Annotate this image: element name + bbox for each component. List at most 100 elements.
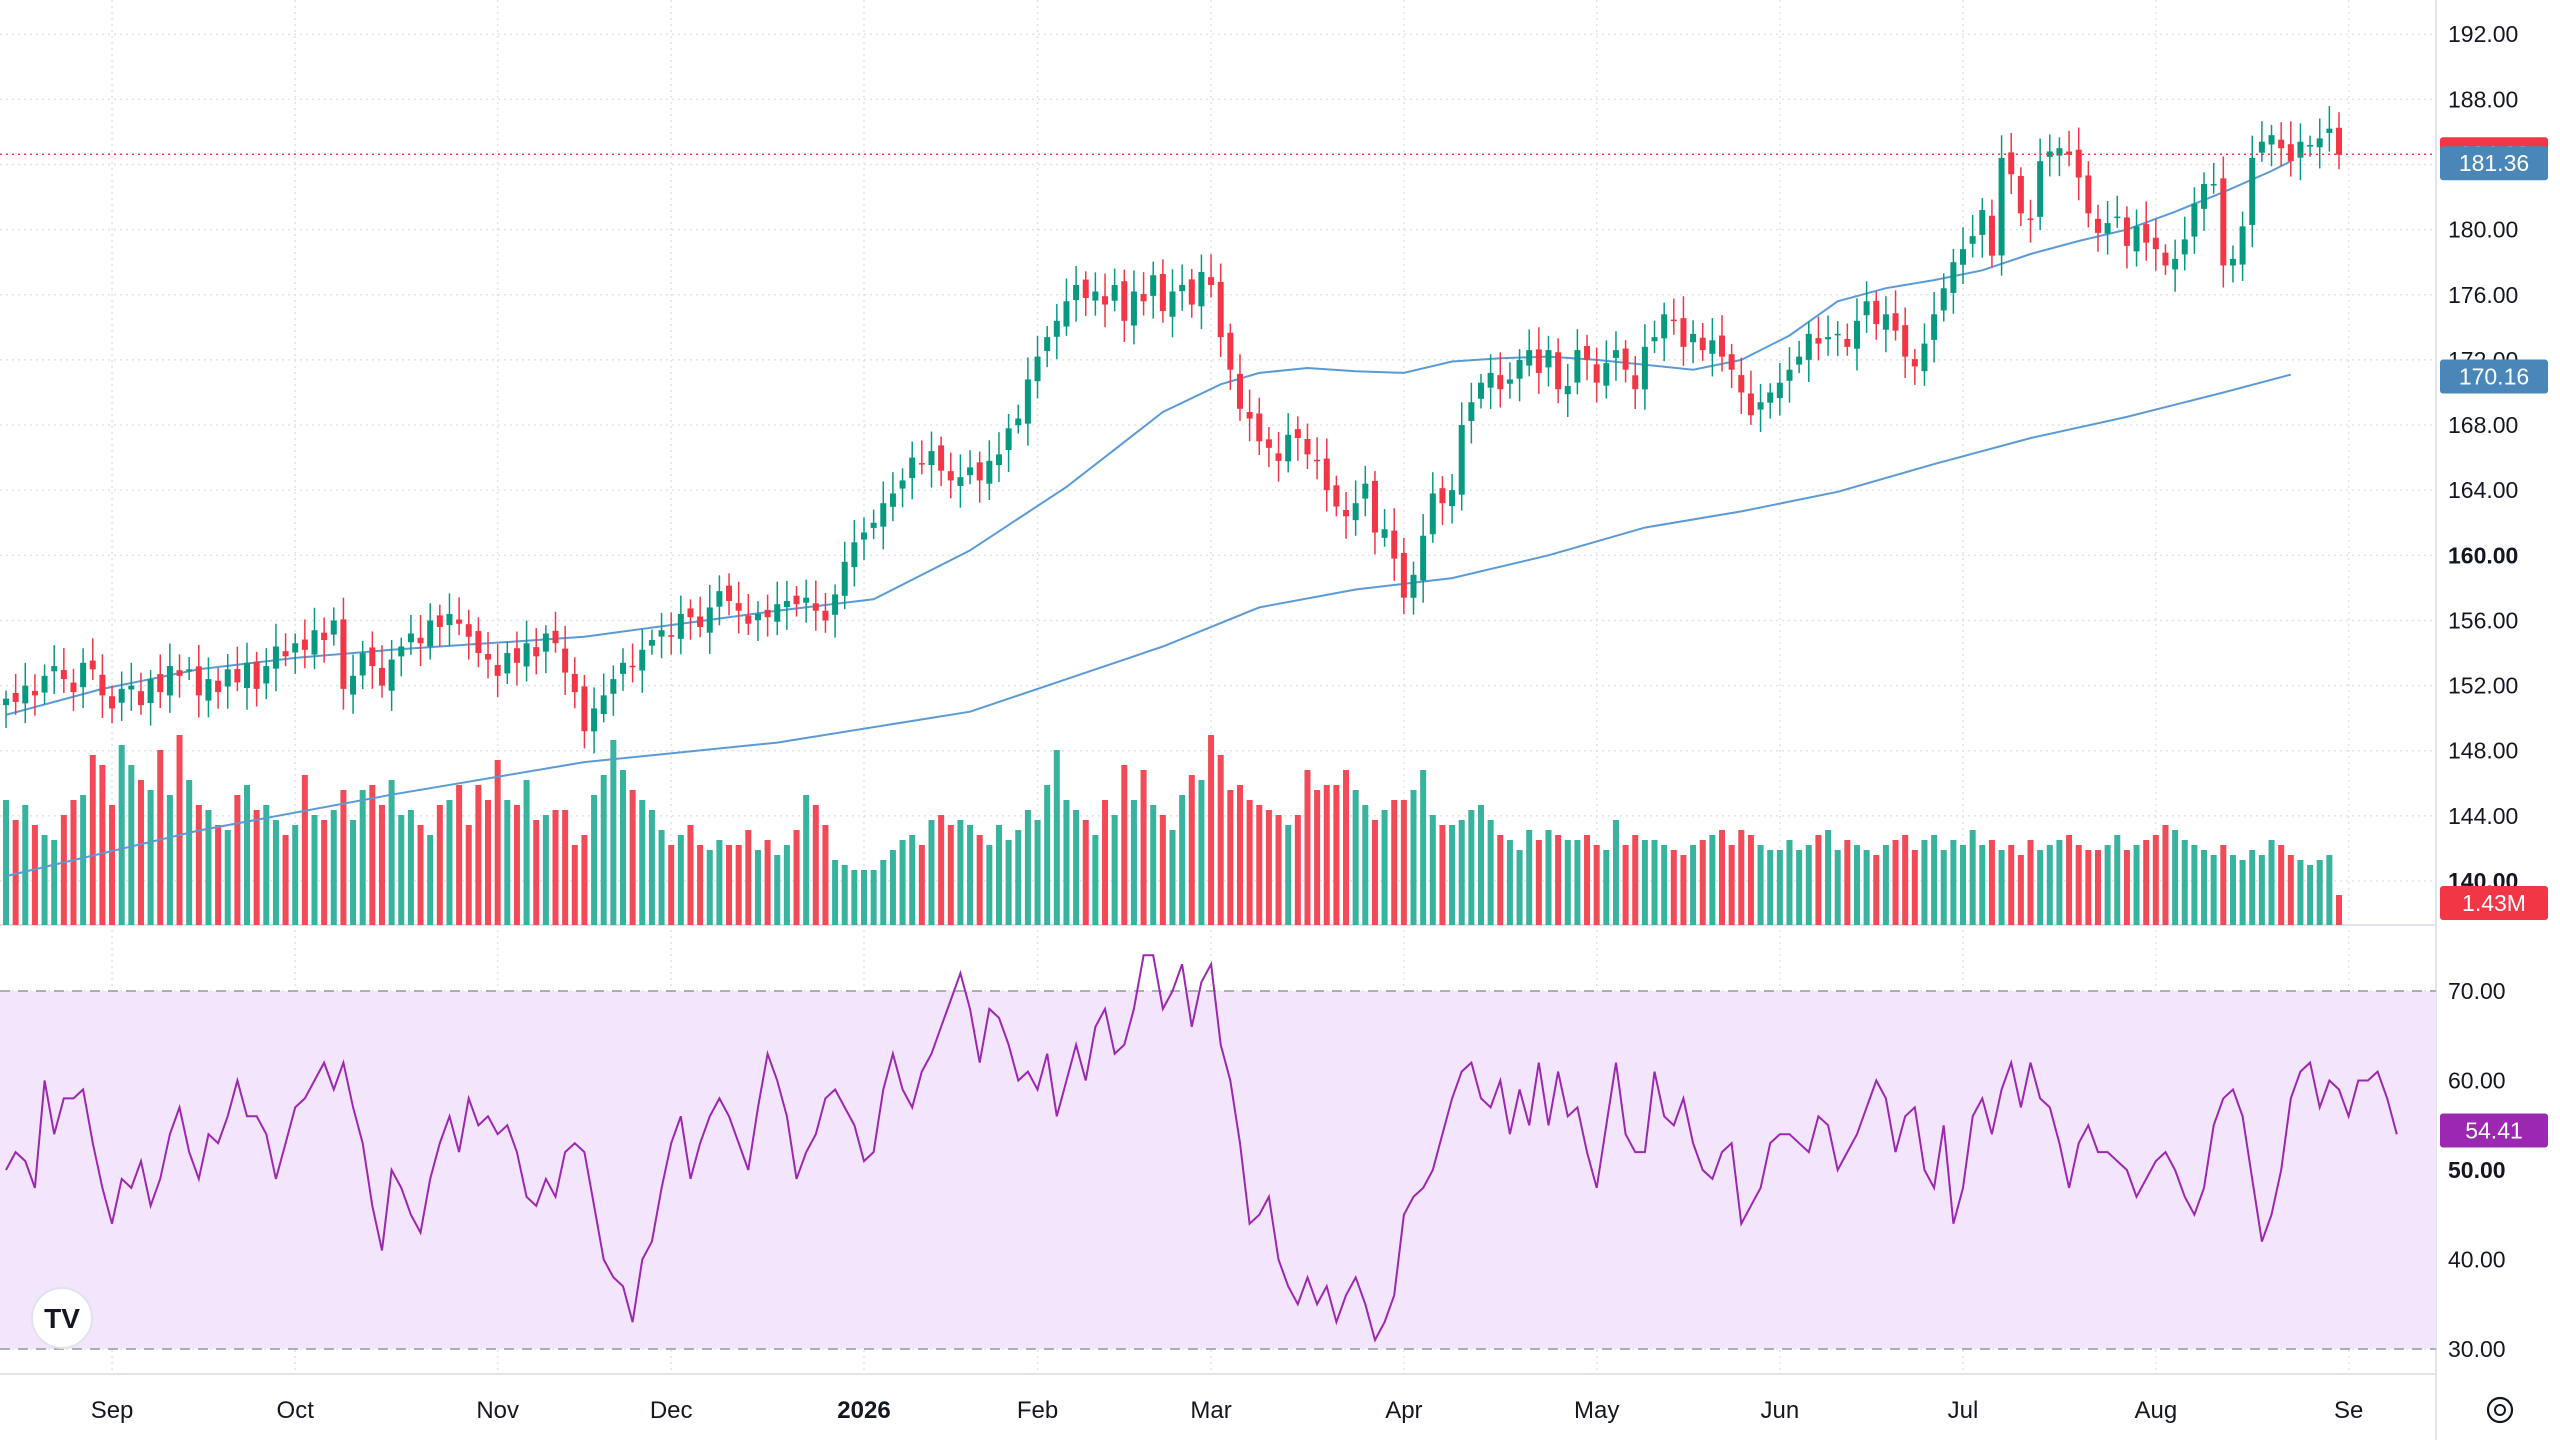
volume-bar — [494, 760, 501, 925]
candle-body — [1314, 459, 1321, 462]
volume-bar — [2008, 845, 2015, 925]
candle-body — [2287, 144, 2294, 162]
candle-body — [1545, 350, 1552, 368]
candle-body — [1815, 338, 1822, 344]
candle-body — [1352, 503, 1359, 521]
rsi-value-label: 54.41 — [2465, 1118, 2523, 1144]
volume-bar — [1738, 830, 1745, 925]
volume-bar — [1121, 765, 1128, 925]
volume-bar — [774, 855, 781, 925]
volume-bar — [1285, 825, 1292, 925]
candle-body — [1641, 346, 1648, 390]
candle-body — [89, 660, 96, 670]
volume-bar — [2210, 855, 2217, 925]
volume-bar — [1410, 790, 1417, 925]
volume-bar — [1150, 805, 1157, 925]
volume-bar — [1304, 770, 1311, 925]
volume-bar — [195, 805, 202, 925]
volume-bar — [398, 815, 405, 925]
candle-body — [195, 666, 202, 696]
price-tick-label: 176.00 — [2448, 282, 2518, 308]
candle-body — [118, 688, 125, 703]
volume-bar — [1911, 850, 1918, 925]
candle-body — [1738, 375, 1745, 393]
candle-body — [427, 620, 434, 647]
candle-body — [1024, 379, 1031, 424]
candle-body — [1304, 439, 1311, 455]
candle-body — [1323, 458, 1330, 491]
volume-bar — [1246, 800, 1253, 925]
candle-body — [1400, 552, 1407, 598]
candle-body — [899, 480, 906, 489]
volume-bar — [1005, 840, 1012, 925]
volume-bar — [1362, 805, 1369, 925]
candle-body — [1285, 434, 1292, 462]
candle-body — [109, 696, 116, 709]
volume-bar — [1429, 815, 1436, 925]
candle-body — [1188, 279, 1195, 305]
volume-bar — [610, 740, 617, 925]
candle-body — [388, 659, 395, 691]
volume-bar — [735, 845, 742, 925]
volume-bar — [928, 820, 935, 925]
volume-bar — [2133, 845, 2140, 925]
volume-bar — [41, 835, 48, 925]
volume-bar — [186, 780, 193, 925]
volume-bar — [861, 870, 868, 925]
candle-body — [1198, 271, 1205, 307]
volume-bar — [436, 805, 443, 925]
candle-body — [1343, 510, 1350, 517]
volume-bar — [2220, 845, 2227, 925]
volume-bar — [378, 805, 385, 925]
volume-bar — [1391, 800, 1398, 925]
candle-body — [832, 594, 839, 615]
volume-bar — [456, 785, 463, 925]
price-tick-label: 144.00 — [2448, 803, 2518, 829]
candle-body — [157, 674, 164, 693]
volume-bar — [1593, 845, 1600, 925]
candle-body — [1092, 291, 1099, 301]
candle-body — [1246, 412, 1253, 419]
volume-bar — [1555, 835, 1562, 925]
volume-bar — [995, 825, 1002, 925]
volume-bar — [1931, 835, 1938, 925]
candle-body — [1362, 483, 1369, 499]
volume-bar — [754, 850, 761, 925]
volume-bar — [591, 795, 598, 925]
volume-bar — [1159, 815, 1166, 925]
volume-bar — [1767, 850, 1774, 925]
candle-body — [1535, 349, 1542, 373]
candle-body — [533, 647, 540, 657]
candle-body — [1294, 429, 1301, 439]
candle-body — [1911, 359, 1918, 367]
candle-body — [745, 615, 752, 624]
candle-body — [1516, 359, 1523, 379]
time-tick-label: Feb — [1017, 1397, 1058, 1424]
volume-bar — [812, 805, 819, 925]
volume-bar — [2172, 830, 2179, 925]
candle-body — [1776, 382, 1783, 399]
candle-body — [60, 670, 67, 680]
candle-body — [2229, 258, 2236, 266]
candle-body — [2336, 127, 2342, 155]
candle-body — [1449, 490, 1456, 507]
candle-body — [1612, 350, 1619, 358]
candle-body — [1805, 333, 1812, 360]
volume-bar — [1275, 815, 1282, 925]
candle-body — [909, 457, 916, 479]
candle-body — [1429, 493, 1436, 535]
candle-body — [1728, 354, 1735, 370]
candle-body — [1863, 301, 1870, 316]
candle-body — [51, 666, 58, 672]
candle-body — [1256, 413, 1263, 442]
candle-body — [12, 692, 19, 702]
volume-bar — [2075, 845, 2082, 925]
volume-bar — [388, 780, 395, 925]
candle-body — [851, 542, 858, 568]
volume-bar — [745, 830, 752, 925]
volume-bar — [1487, 820, 1494, 925]
price-tick-label: 152.00 — [2448, 673, 2518, 699]
candle-body — [311, 630, 318, 655]
